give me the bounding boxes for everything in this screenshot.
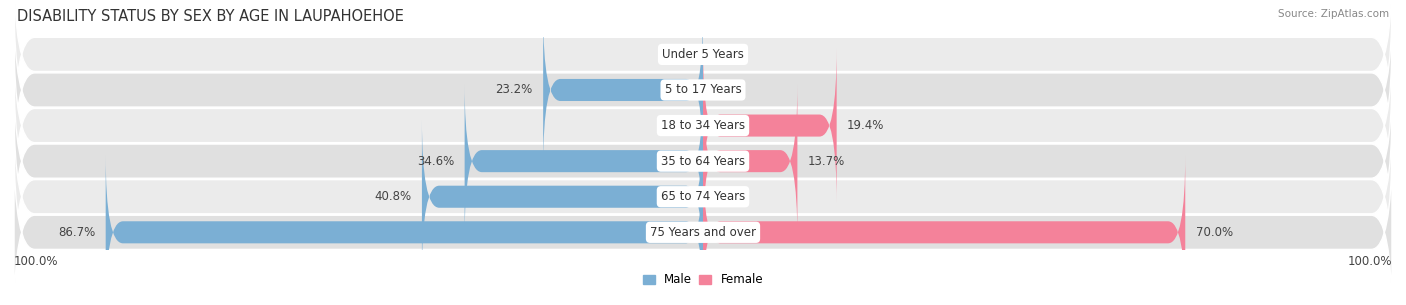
Text: Source: ZipAtlas.com: Source: ZipAtlas.com	[1278, 9, 1389, 19]
Text: 34.6%: 34.6%	[418, 155, 454, 168]
FancyBboxPatch shape	[703, 154, 1185, 305]
Text: 0.0%: 0.0%	[713, 48, 742, 61]
Text: 19.4%: 19.4%	[846, 119, 884, 132]
FancyBboxPatch shape	[14, 71, 1392, 251]
FancyBboxPatch shape	[703, 48, 837, 203]
Text: 0.0%: 0.0%	[664, 48, 693, 61]
Text: DISABILITY STATUS BY SEX BY AGE IN LAUPAHOEHOE: DISABILITY STATUS BY SEX BY AGE IN LAUPA…	[17, 9, 404, 24]
FancyBboxPatch shape	[422, 119, 703, 274]
FancyBboxPatch shape	[543, 12, 703, 168]
Text: 86.7%: 86.7%	[58, 226, 96, 239]
Text: 100.0%: 100.0%	[1347, 256, 1392, 268]
Text: 18 to 34 Years: 18 to 34 Years	[661, 119, 745, 132]
FancyBboxPatch shape	[14, 0, 1392, 144]
Text: 0.0%: 0.0%	[664, 119, 693, 132]
Text: 70.0%: 70.0%	[1195, 226, 1233, 239]
FancyBboxPatch shape	[703, 83, 797, 239]
FancyBboxPatch shape	[14, 107, 1392, 286]
Text: 65 to 74 Years: 65 to 74 Years	[661, 190, 745, 203]
Text: 5 to 17 Years: 5 to 17 Years	[665, 84, 741, 96]
Text: 23.2%: 23.2%	[495, 84, 533, 96]
Text: 0.0%: 0.0%	[713, 190, 742, 203]
Text: 13.7%: 13.7%	[807, 155, 845, 168]
Text: 75 Years and over: 75 Years and over	[650, 226, 756, 239]
Text: 100.0%: 100.0%	[14, 256, 59, 268]
FancyBboxPatch shape	[14, 143, 1392, 305]
Legend: Male, Female: Male, Female	[638, 269, 768, 291]
FancyBboxPatch shape	[105, 154, 703, 305]
FancyBboxPatch shape	[14, 36, 1392, 215]
Text: 35 to 64 Years: 35 to 64 Years	[661, 155, 745, 168]
Text: 0.0%: 0.0%	[713, 84, 742, 96]
Text: 40.8%: 40.8%	[374, 190, 412, 203]
Text: Under 5 Years: Under 5 Years	[662, 48, 744, 61]
FancyBboxPatch shape	[14, 0, 1392, 180]
FancyBboxPatch shape	[464, 83, 703, 239]
